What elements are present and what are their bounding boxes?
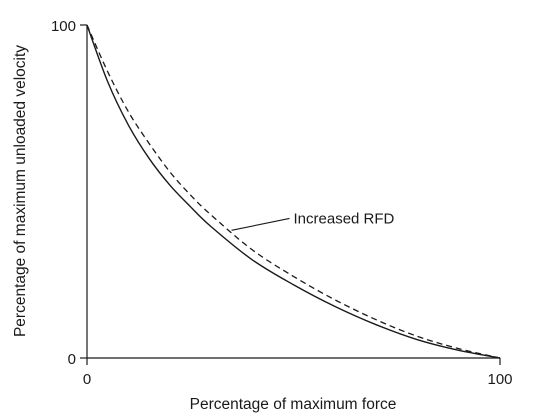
axes xyxy=(80,24,501,365)
x-tick-label-100: 100 xyxy=(487,371,512,388)
x-tick-label-0: 0 xyxy=(83,371,91,388)
annotation-leader-line xyxy=(231,217,290,231)
series-line-solid xyxy=(86,24,501,359)
y-tick-label-0: 0 xyxy=(68,351,76,368)
y-tick-label-100: 100 xyxy=(51,18,76,35)
series-line-dashed xyxy=(86,24,501,359)
x-axis-title: Percentage of maximum force xyxy=(190,396,397,413)
y-axis-title: Percentage of maximum unloaded velocity xyxy=(12,45,29,337)
annotation-label-increased-rfd: Increased RFD xyxy=(294,210,395,227)
